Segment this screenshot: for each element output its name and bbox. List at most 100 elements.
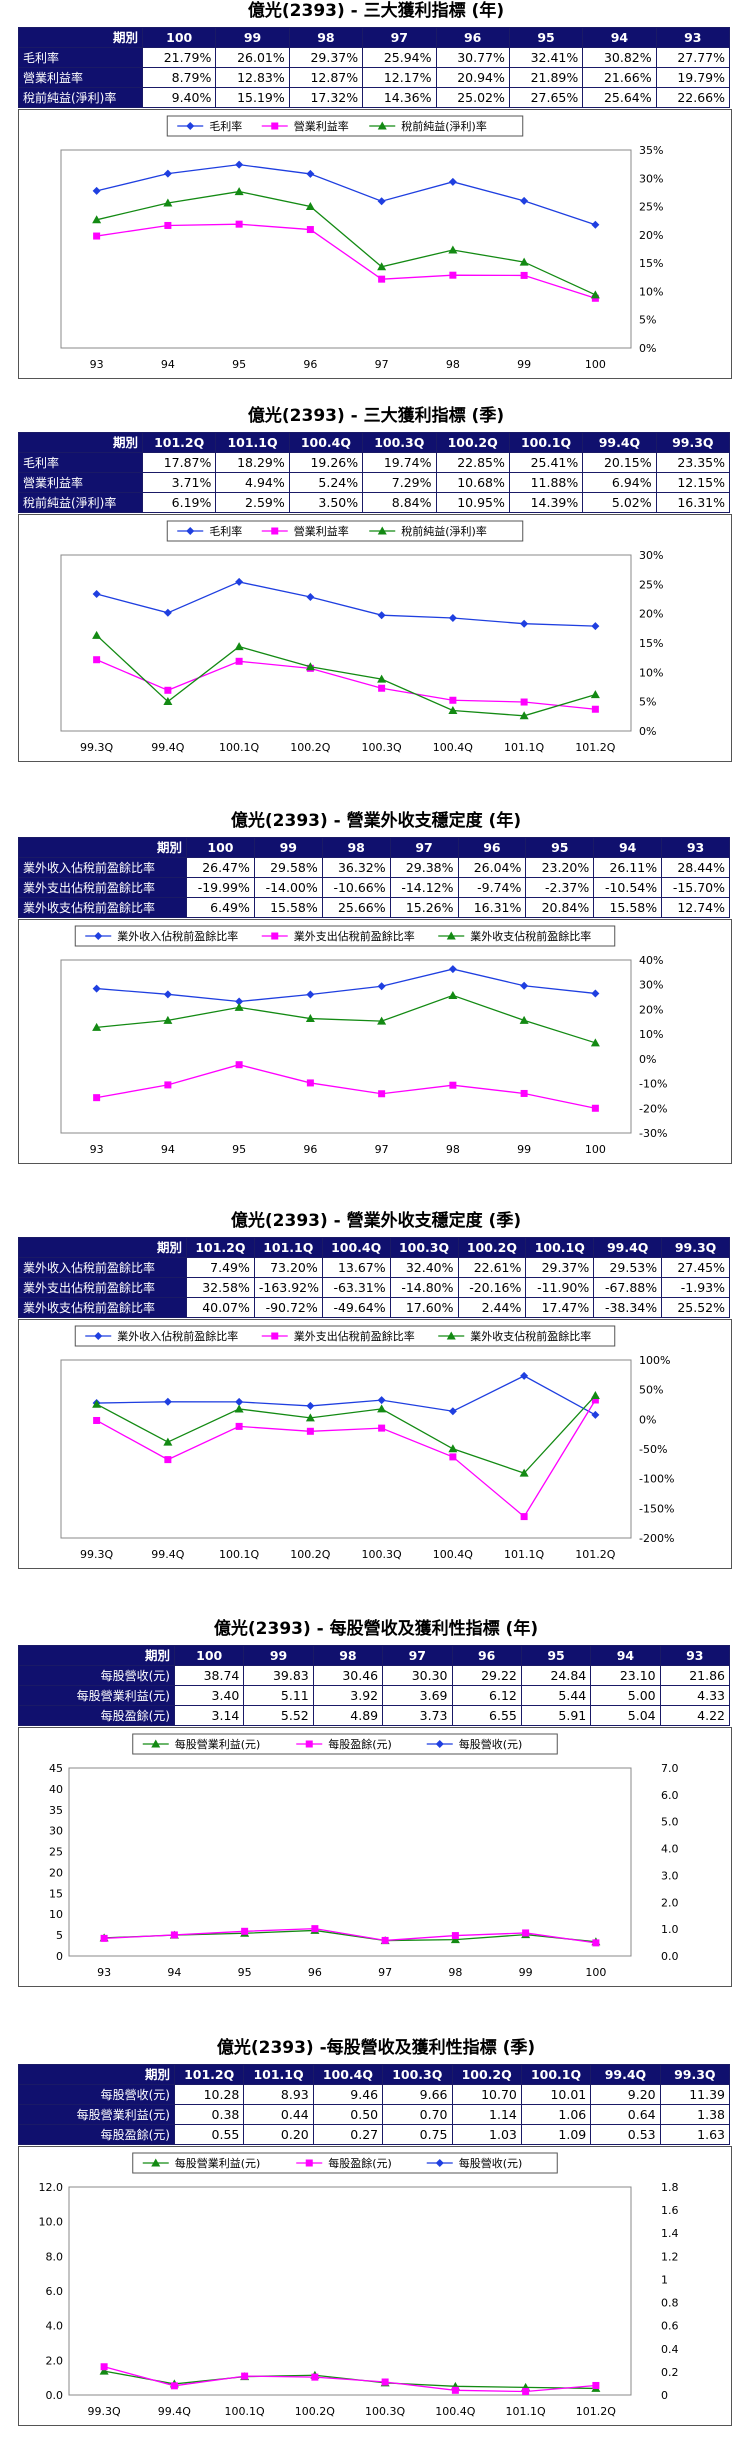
x-tick-label: 96 (308, 1966, 322, 1979)
table-cell: 12.17% (362, 67, 437, 88)
data-point (591, 622, 600, 631)
y-tick-label: 10% (639, 666, 663, 679)
data-point (305, 201, 315, 210)
series-line (96, 1395, 596, 1474)
table-cell: 8.93 (243, 2084, 314, 2105)
y-tick-label: 10% (639, 1028, 663, 1041)
column-header: 99 (215, 27, 290, 48)
y-tick-label-left: 0.0 (46, 2389, 64, 2402)
data-series (92, 1391, 600, 1477)
data-series (92, 577, 600, 631)
x-tick-label: 101.2Q (575, 1548, 615, 1561)
table-cell: 29.37% (288, 47, 364, 68)
table-cell: 10.95% (435, 492, 510, 513)
legend-box (132, 2152, 558, 2174)
table-row: 每股盈餘(元) 3.14 5.52 4.89 3.73 6.55 5.91 5.… (18, 1705, 731, 1726)
data-table: 期別 100 99 98 97 96 95 94 93 毛利率 21.79% 2… (18, 27, 731, 108)
column-header: 100.4Q (288, 432, 364, 453)
data-point (163, 198, 173, 207)
column-header: 100.1Q (508, 432, 584, 453)
series-line (96, 581, 596, 627)
table-cell: 22.85% (435, 452, 510, 473)
y-tick-label-left: 10 (49, 1908, 63, 1921)
table-cell: 23.20% (525, 857, 595, 878)
x-tick-label: 99.3Q (80, 1548, 113, 1561)
row-label: 業外收入佔稅前盈餘比率 (18, 1257, 187, 1278)
x-tick-label: 100 (585, 1143, 606, 1156)
data-point (306, 226, 314, 234)
data-point (93, 1094, 101, 1102)
row-label: 業外支出佔稅前盈餘比率 (18, 1277, 187, 1298)
data-point (235, 577, 244, 586)
data-point (377, 262, 387, 271)
section-quarterly-profitability: 億光(2393) - 三大獲利指標 (季) 期別 101.2Q 101.1Q 1… (0, 405, 752, 765)
y-tick-label: 30% (639, 549, 663, 562)
row-label: 業外收入佔稅前盈餘比率 (18, 857, 187, 878)
column-header: 95 (520, 1645, 592, 1666)
column-header: 96 (457, 837, 527, 858)
table-cell: 22.61% (457, 1257, 527, 1278)
table-row: 稅前純益(淨利)率 6.19% 2.59% 3.50% 8.84% 10.95%… (18, 492, 731, 513)
x-tick-label: 100.3Q (362, 1548, 402, 1561)
data-point (163, 697, 173, 706)
y-tick-label: 0% (639, 1413, 656, 1426)
table-cell: 5.52 (243, 1705, 314, 1726)
y-tick-label-left: 2.0 (46, 2354, 64, 2367)
table-row: 每股營業利益(元) 3.40 5.11 3.92 3.69 6.12 5.44 … (18, 1685, 731, 1706)
y-tick-label: 25% (639, 201, 663, 214)
table-cell: 13.67% (321, 1257, 391, 1278)
table-cell: 0.20 (243, 2124, 314, 2145)
plot-area (60, 959, 632, 1134)
y-tick-label-right: 1.8 (661, 2181, 679, 2194)
y-tick-label: 10% (639, 285, 663, 298)
column-header: 99.3Q (655, 432, 731, 453)
table-cell: 29.53% (593, 1257, 663, 1278)
table-cell: -10.54% (593, 877, 663, 898)
table-cell: 19.26% (288, 452, 364, 473)
plot-area (68, 1767, 632, 1957)
table-row: 毛利率 21.79% 26.01% 29.37% 25.94% 30.77% 3… (18, 47, 731, 68)
y-tick-label-left: 30 (49, 1825, 63, 1838)
x-tick-label: 95 (232, 358, 246, 371)
data-point (92, 984, 101, 993)
table-cell: 1.03 (451, 2124, 522, 2145)
data-series (92, 187, 600, 299)
table-cell: 7.29% (362, 472, 437, 493)
data-point (520, 271, 528, 279)
legend-marker (377, 526, 387, 535)
column-header: 97 (389, 837, 459, 858)
table-row: 每股營收(元) 38.74 39.83 30.46 30.30 29.22 24… (18, 1665, 731, 1686)
line-chart: 每股營業利益(元) 每股盈餘(元) 每股營收(元) 0 5 10 15 20 25 30 35 40 4… (49, 882, 679, 1979)
table-cell: 0.55 (173, 2124, 245, 2145)
table-header-row: 期別 101.2Q 101.1Q 100.4Q 100.3Q 100.2Q 10… (18, 1237, 730, 1258)
data-point (448, 245, 458, 254)
data-point (591, 705, 599, 713)
table-cell: 20.84% (525, 897, 595, 918)
table-cell: -14.12% (389, 877, 459, 898)
table-cell: 15.58% (253, 897, 323, 918)
table-cell: 12.83% (215, 67, 290, 88)
y-tick-label-left: 4.0 (46, 2320, 64, 2333)
data-point (377, 982, 386, 991)
column-header: 100.3Q (382, 2064, 453, 2085)
data-point (591, 220, 600, 229)
data-point (235, 1422, 243, 1430)
series-line (96, 1064, 596, 1109)
data-point (590, 1038, 600, 1047)
x-tick-label: 93 (90, 358, 104, 371)
row-label: 營業利益率 (18, 67, 143, 88)
table-cell: 25.02% (435, 87, 510, 108)
data-point (377, 1396, 386, 1405)
series-line (96, 634, 596, 717)
data-point (305, 662, 315, 671)
legend-entry: 每股營業利益(元) (175, 2156, 261, 2170)
data-point (163, 608, 172, 617)
chart-container: 毛利率 營業利益率 稅前純益(淨利)率 0% 5% 10% 15% 20% 25% 30% 99.3… (18, 514, 732, 762)
table-row: 營業利益率 3.71% 4.94% 5.24% 7.29% 10.68% 11.… (18, 472, 731, 493)
data-point (311, 1925, 319, 1933)
table-cell: -9.74% (457, 877, 527, 898)
column-header: 100.2Q (457, 1237, 527, 1258)
x-tick-label: 100.4Q (433, 1548, 473, 1561)
x-tick-label: 100.3Q (362, 741, 402, 754)
